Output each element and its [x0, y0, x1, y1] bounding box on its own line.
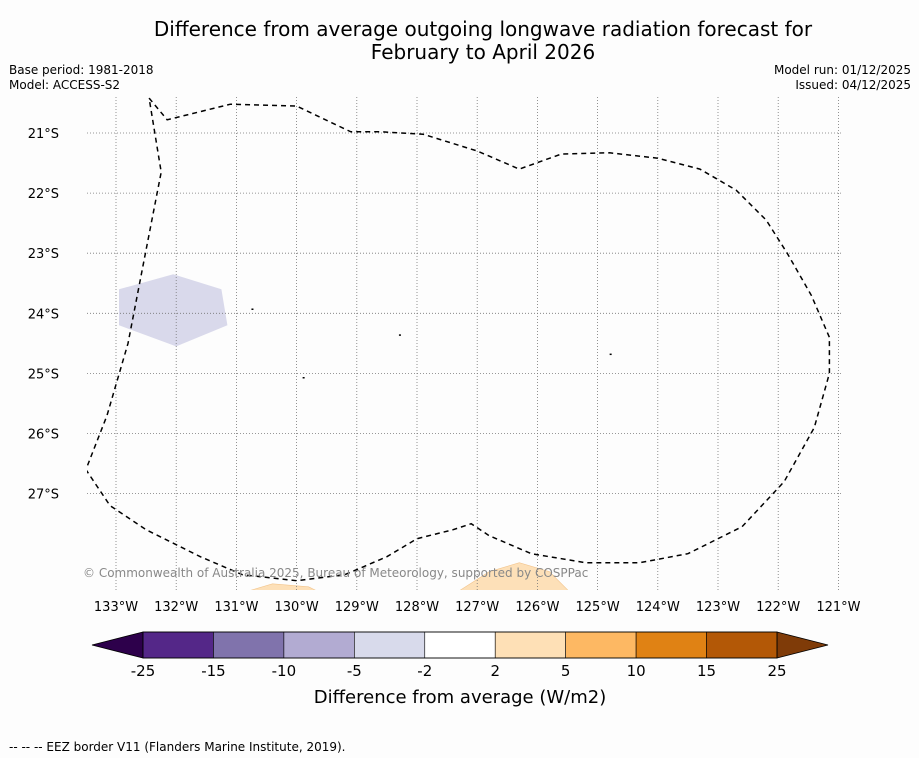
island-speck — [609, 353, 612, 356]
issued-date: Issued: 04/12/2025 — [795, 78, 911, 92]
lon-tick-label: 125°W — [576, 600, 620, 615]
lon-tick-label: 131°W — [214, 600, 258, 615]
lon-tick-label: 129°W — [335, 600, 379, 615]
copyright-text: © Commonwealth of Australia 2025, Bureau… — [83, 566, 588, 580]
lat-tick-label: 25°S — [28, 367, 59, 382]
colorbar-bin — [142, 631, 214, 659]
colorbar-bin — [494, 631, 566, 659]
positive-anomaly-patch-west — [250, 583, 316, 590]
title-line-1: Difference from average outgoing longwav… — [153, 17, 813, 41]
chart-title: Difference from average outgoing longwav… — [0, 18, 919, 64]
colorbar-bin — [283, 631, 355, 659]
lat-tick-label: 26°S — [28, 428, 59, 443]
lon-tick-label: 130°W — [275, 600, 319, 615]
eez-legend: -- -- -- EEZ border V11 (Flanders Marine… — [9, 740, 346, 754]
colorbar-bin — [565, 631, 637, 659]
colorbar-tick-label: 15 — [697, 662, 716, 680]
colorbar-tick-label: -10 — [272, 662, 297, 680]
lon-tick-label: 127°W — [455, 600, 499, 615]
lon-tick-label: 122°W — [756, 600, 800, 615]
negative-anomaly-patch — [119, 274, 228, 347]
lon-tick-label: 126°W — [515, 600, 559, 615]
lon-tick-label: 121°W — [816, 600, 860, 615]
colorbar-tick-label: -25 — [131, 662, 156, 680]
lon-tick-label: 124°W — [636, 600, 680, 615]
lat-tick-label: 22°S — [28, 187, 59, 202]
colorbar-bin — [424, 631, 496, 659]
colorbar-tick-label: 5 — [561, 662, 571, 680]
island-speck — [398, 334, 401, 336]
lon-tick-label: 123°W — [696, 600, 740, 615]
lat-tick-label: 27°S — [28, 488, 59, 503]
model-name: Model: ACCESS-S2 — [9, 78, 121, 92]
colorbar-bin — [635, 631, 707, 659]
island-speck — [251, 308, 254, 310]
colorbar-bin — [354, 631, 426, 659]
colorbar-tick-label: 2 — [490, 662, 500, 680]
colorbar-title: Difference from average (W/m2) — [314, 687, 606, 708]
colorbar-tick-label: -5 — [347, 662, 362, 680]
colorbar-under-triangle — [91, 631, 144, 659]
title-line-2: February to April 2026 — [370, 40, 596, 64]
lon-tick-label: 133°W — [94, 600, 138, 615]
map-area — [87, 97, 843, 590]
meta-left: Base period: 1981-2018 Model: ACCESS-S2 — [9, 63, 154, 93]
colorbar-bin — [213, 631, 285, 659]
colorbar-tick-label: 10 — [627, 662, 646, 680]
lat-tick-label: 23°S — [28, 247, 59, 262]
colorbar-frame — [142, 631, 778, 659]
colorbar-tick-label: -15 — [201, 662, 226, 680]
meta-right: Model run: 01/12/2025 Issued: 04/12/2025 — [774, 63, 911, 93]
colorbar-tick-label: -2 — [417, 662, 432, 680]
lon-tick-label: 132°W — [154, 600, 198, 615]
lon-tick-label: 128°W — [395, 600, 439, 615]
island-speck — [302, 377, 305, 379]
colorbar-bin — [706, 631, 778, 659]
lat-tick-label: 21°S — [28, 127, 59, 142]
colorbar-tick-label: 25 — [767, 662, 786, 680]
colorbar-over-triangle — [776, 631, 829, 659]
base-period: Base period: 1981-2018 — [9, 63, 154, 77]
model-run: Model run: 01/12/2025 — [773, 63, 911, 77]
positive-anomaly-patch-east — [459, 562, 569, 590]
lat-tick-label: 24°S — [28, 307, 59, 322]
